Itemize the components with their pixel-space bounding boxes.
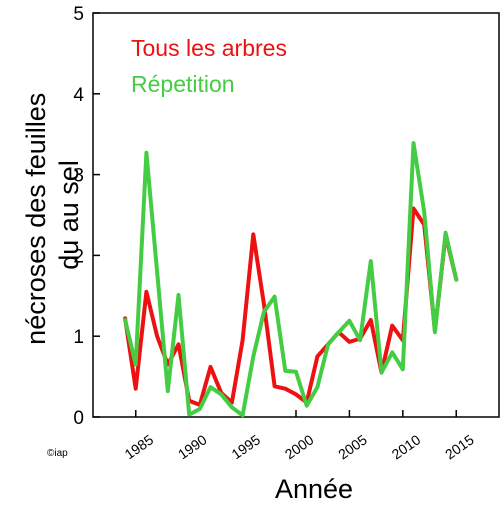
series-layer — [123, 141, 459, 418]
legend-entry-2: Répetition — [131, 71, 235, 97]
x-tick-label: 1995 — [228, 431, 263, 462]
x-tick-label: 2005 — [335, 431, 370, 462]
y-axis-title-line-2: du au sel — [54, 160, 84, 270]
y-tick-label: 2 — [73, 246, 84, 267]
x-tick-label: 2000 — [282, 431, 317, 462]
y-axis-title: nécroses des feuilles du au sel — [21, 85, 84, 345]
y-tick-label: 1 — [73, 327, 84, 348]
x-axis-title: Année — [275, 474, 353, 504]
series-line-1 — [123, 206, 459, 407]
x-tick-label: 2015 — [442, 431, 477, 462]
legend: Tous les arbres Répetition — [131, 35, 287, 97]
x-tick-label: 2010 — [389, 431, 424, 462]
x-tick-label: 1990 — [175, 431, 210, 462]
legend-entry-1: Tous les arbres — [131, 35, 287, 61]
series-line-2 — [123, 141, 459, 418]
credit-label: ©iap — [47, 448, 68, 459]
y-tick-label: 5 — [73, 4, 84, 25]
y-tick-label: 3 — [73, 166, 84, 187]
y-axis-title-line-1: nécroses des feuilles — [21, 93, 51, 345]
x-tick-label: 1985 — [122, 431, 157, 462]
y-tick-label: 0 — [73, 408, 84, 429]
y-tick-label: 4 — [73, 85, 84, 106]
